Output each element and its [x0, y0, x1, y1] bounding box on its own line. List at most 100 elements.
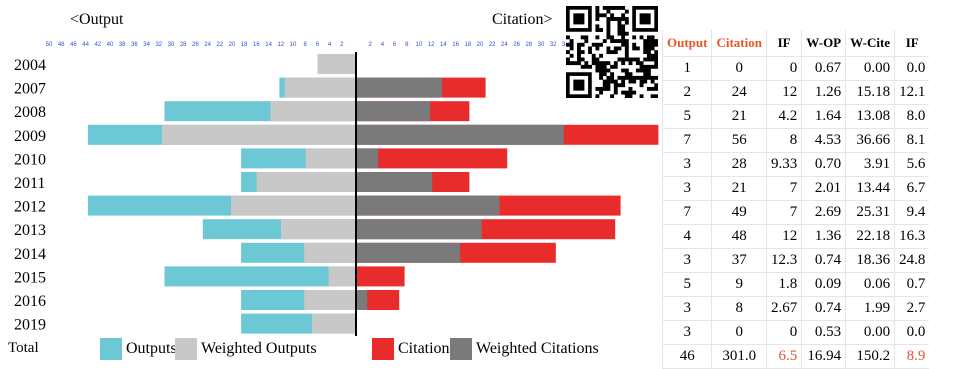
qr-module: [606, 83, 610, 87]
qr-module: [636, 76, 640, 80]
table-total-cell: 301.0: [712, 345, 767, 369]
table-cell: 8.1: [895, 129, 930, 153]
year-label: 2008: [14, 104, 46, 121]
table-cell: 0: [766, 321, 801, 345]
left-tick-label: 44: [82, 42, 89, 48]
qr-module: [640, 94, 644, 98]
table-cell: 12.3: [766, 249, 801, 273]
qr-module: [577, 50, 581, 54]
right-tick-label: 26: [513, 42, 520, 48]
qr-module: [643, 58, 647, 62]
qr-module: [606, 35, 610, 39]
qr-module: [603, 13, 607, 17]
qr-module: [621, 69, 625, 73]
left-header: <Output: [70, 11, 124, 28]
qr-module: [614, 46, 618, 50]
table-cell: 0.00: [846, 321, 895, 345]
weighted-output-bar: [312, 314, 356, 334]
weighted-output-bar: [285, 78, 356, 98]
right-tick-label: 20: [477, 42, 484, 48]
table-cell: 7: [766, 201, 801, 225]
weighted-citation-bar: [356, 243, 460, 263]
table-cell: 0: [712, 321, 767, 345]
table-cell: 3: [663, 297, 712, 321]
qr-module: [566, 50, 570, 54]
qr-module: [595, 65, 599, 69]
table-cell: 9: [712, 273, 767, 297]
qr-module: [584, 65, 588, 69]
table-cell: 0.7: [895, 273, 930, 297]
qr-module: [651, 35, 655, 39]
qr-module: [610, 50, 614, 54]
qr-module: [614, 80, 618, 84]
table-cell: 7: [663, 129, 712, 153]
qr-module: [621, 91, 625, 95]
weighted-citation-bar: [356, 148, 378, 168]
qr-module: [614, 50, 618, 54]
weighted-citation-bar: [356, 101, 430, 121]
qr-module: [647, 76, 651, 80]
table-cell: 1: [663, 57, 712, 81]
table-cell: 0.00: [846, 57, 895, 81]
table-total-cell: 46: [663, 345, 712, 369]
table-cell: 0.06: [846, 273, 895, 297]
table-cell: 15.18: [846, 81, 895, 105]
left-tick-label: 40: [107, 42, 114, 48]
left-tick-label: 22: [216, 42, 223, 48]
qr-module: [654, 94, 658, 98]
qr-module: [606, 17, 610, 21]
legend-label-citations: Citations: [398, 340, 456, 358]
weighted-citation-bar: [356, 172, 432, 192]
table-cell: 21: [712, 177, 767, 201]
table-cell: 18.36: [846, 249, 895, 273]
qr-module: [599, 54, 603, 58]
right-tick-label: 22: [489, 42, 496, 48]
qr-module: [618, 32, 622, 36]
qr-module: [566, 35, 570, 39]
qr-module: [651, 43, 655, 47]
qr-module: [610, 39, 614, 43]
legend-outputs: Outputs: [100, 338, 177, 360]
qr-module: [625, 17, 629, 21]
qr-module: [595, 6, 599, 10]
qr-module: [643, 72, 647, 76]
table-cell: 36.66: [846, 129, 895, 153]
left-tick-label: 46: [70, 42, 77, 48]
qr-module: [621, 35, 625, 39]
left-tick-label: 50: [46, 42, 53, 48]
qr-module: [618, 83, 622, 87]
qr-module: [643, 46, 647, 50]
qr-module: [595, 58, 599, 62]
qr-module: [577, 54, 581, 58]
table-cell: 49: [712, 201, 767, 225]
table-cell: 24: [712, 81, 767, 105]
qr-module: [603, 72, 607, 76]
table-cell: 3: [663, 177, 712, 201]
qr-module: [625, 58, 629, 62]
table-cell: 2: [663, 81, 712, 105]
weighted-output-bar: [304, 243, 356, 263]
qr-module: [610, 35, 614, 39]
qr-module: [614, 6, 618, 10]
qr-module: [643, 69, 647, 73]
qr-module: [647, 39, 651, 43]
left-tick-label: 28: [180, 42, 187, 48]
qr-module: [625, 91, 629, 95]
qr-module: [599, 28, 603, 32]
table-cell: 25.31: [846, 201, 895, 225]
left-tick-label: 34: [143, 42, 150, 48]
qr-module: [636, 46, 640, 50]
left-tick-label: 30: [168, 42, 175, 48]
qr-module: [581, 50, 585, 54]
qr-module: [595, 94, 599, 98]
qr-module: [651, 80, 655, 84]
qr-module: [581, 58, 585, 62]
right-tick-label: 2: [369, 42, 373, 48]
year-label: 2009: [14, 128, 46, 145]
table-cell: 1.8: [766, 273, 801, 297]
